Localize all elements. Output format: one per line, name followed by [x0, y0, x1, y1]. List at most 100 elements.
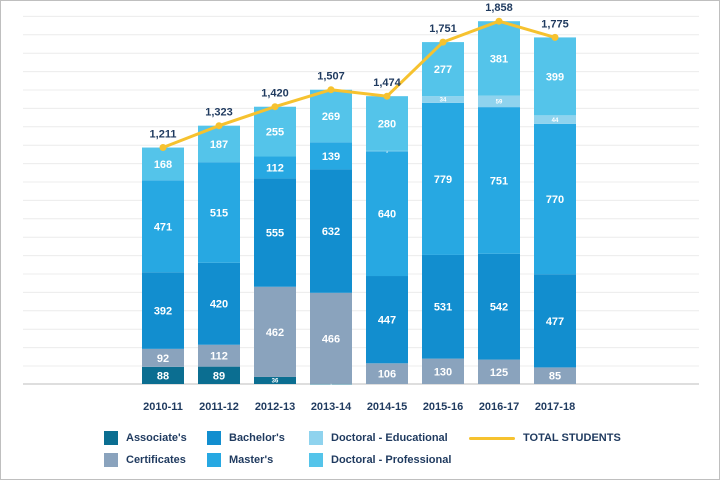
data-label: 466 [322, 333, 340, 345]
data-label: 770 [546, 194, 564, 206]
legend-label-certificates: Certificates [126, 454, 186, 466]
data-label: 88 [157, 370, 169, 382]
bar-segment [478, 359, 520, 384]
data-label: 531 [434, 302, 452, 314]
bar-segment [366, 276, 408, 364]
bar-segment [310, 169, 352, 293]
total-students-line [162, 19, 556, 149]
bar-segment [198, 262, 240, 345]
bar-segment [422, 102, 464, 255]
data-label: 269 [322, 111, 340, 123]
total-students-point [439, 38, 447, 46]
data-label: 112 [210, 351, 228, 363]
data-label: 515 [210, 207, 228, 219]
bar-segment [198, 344, 240, 367]
bar-segment [478, 21, 520, 96]
legend-item-certificates: Certificates [104, 453, 186, 467]
bar-segment [366, 363, 408, 384]
legend-line-total-students [469, 436, 515, 440]
bar-segment [366, 96, 408, 151]
total-students-point [215, 122, 223, 130]
legend-item-doctoral-educational: Doctoral - Educational [309, 431, 448, 445]
total-label: 1,775 [541, 18, 569, 30]
bar-segment [142, 366, 184, 384]
legend-label-doctoral-educational: Doctoral - Educational [331, 432, 448, 444]
bar-segment [422, 96, 464, 103]
bar-segment [422, 358, 464, 384]
legend-item-total-students: TOTAL STUDENTS [469, 431, 621, 445]
legend-label-masters: Master's [229, 454, 274, 466]
total-label: 1,858 [485, 2, 513, 14]
total-label: 1,507 [317, 71, 345, 83]
bar-segment [310, 142, 352, 170]
total-students-point [551, 33, 559, 41]
x-tick-label: 2010-11 [143, 401, 183, 413]
legend-label-associates: Associate's [126, 432, 187, 444]
data-label: 381 [490, 53, 508, 65]
total-label: 1,420 [261, 88, 289, 100]
data-label: 477 [546, 316, 564, 328]
data-label: 168 [154, 159, 172, 171]
data-label: 59 [496, 100, 503, 106]
total-students-point [495, 17, 503, 25]
data-label: 420 [210, 299, 228, 311]
data-label: 542 [490, 302, 508, 314]
x-tick-label: 2017-18 [535, 401, 575, 413]
data-label: 751 [490, 175, 508, 187]
legend-item-bachelors: Bachelor's [207, 431, 285, 445]
data-label: 92 [157, 353, 169, 365]
total-students-point [159, 144, 167, 151]
data-label: 462 [266, 327, 284, 339]
total-students-point [383, 92, 391, 100]
data-label: 277 [434, 64, 452, 76]
bar-segment [198, 162, 240, 263]
x-tick-label: 2013-14 [311, 401, 352, 413]
bar-segment [142, 180, 184, 273]
bar-segment [534, 274, 576, 368]
bar-segment [198, 366, 240, 384]
bar-segment [254, 376, 296, 384]
bar-segment [478, 95, 520, 108]
data-label: 139 [322, 151, 340, 163]
total-label: 1,211 [150, 129, 177, 141]
data-label: 447 [378, 315, 396, 327]
data-label: 632 [322, 226, 340, 238]
legend-swatch-masters [207, 453, 221, 467]
bar-segment [310, 89, 352, 143]
data-label: 89 [213, 370, 225, 382]
bar-segment [254, 178, 296, 287]
bar-segment [254, 156, 296, 179]
legend-item-masters: Master's [207, 453, 273, 467]
x-tick-label: 2012-13 [255, 401, 295, 413]
bar-segment [254, 106, 296, 157]
data-label: 106 [378, 369, 396, 381]
data-label: 44 [552, 118, 559, 124]
bar-segment [534, 115, 576, 124]
data-label: 555 [266, 228, 284, 240]
bar-segment [478, 107, 520, 254]
bar-segment [142, 147, 184, 181]
total-students-point [271, 103, 279, 111]
data-label: 34 [440, 98, 447, 104]
data-label: 471 [154, 221, 172, 233]
legend-label-doctoral-professional: Doctoral - Professional [331, 454, 452, 466]
data-label: 130 [434, 366, 452, 378]
legend-label-total-students: TOTAL STUDENTS [523, 432, 621, 444]
data-label: 392 [154, 306, 172, 318]
data-label: 640 [378, 209, 396, 221]
total-label: 1,474 [373, 77, 401, 89]
data-label: 779 [434, 174, 452, 186]
total-label: 1,323 [205, 107, 233, 119]
legend-label-bachelors: Bachelor's [229, 432, 285, 444]
x-tick-label: 2014-15 [367, 401, 407, 413]
legend-swatch-associates [104, 431, 118, 445]
total-label: 1,751 [429, 23, 457, 35]
x-tick-label: 2016-17 [479, 401, 519, 413]
bar-segment [142, 348, 184, 367]
bar-segment [310, 292, 352, 384]
x-tick-label: 2015-16 [423, 401, 463, 413]
data-label: 187 [210, 139, 228, 151]
total-students-point [327, 86, 335, 94]
